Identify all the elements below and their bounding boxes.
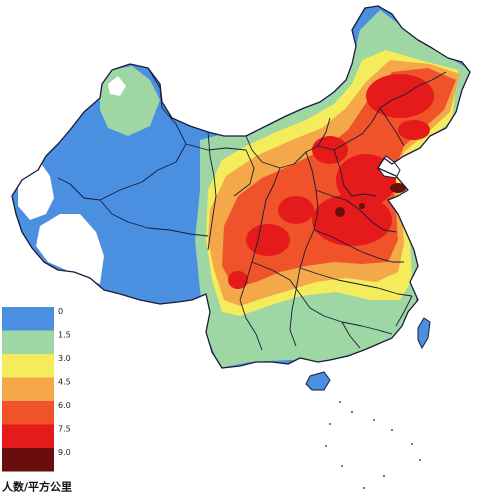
legend-label: 6.0 <box>58 401 71 410</box>
blank-region-southwest <box>36 214 104 284</box>
density-layers <box>18 10 470 368</box>
density-zone-7-5 <box>228 74 434 289</box>
province-borders <box>57 67 447 351</box>
legend-swatch <box>2 424 54 448</box>
legend-title: 人数/平方公里 <box>2 480 72 494</box>
south-sea-islands <box>325 401 421 489</box>
legend-label: 1.5 <box>58 331 71 340</box>
legend-swatch <box>2 448 54 472</box>
density-zone-9-0 <box>335 183 406 217</box>
legend-swatch <box>2 401 54 425</box>
legend-swatch <box>2 330 54 354</box>
legend-swatch <box>2 354 54 378</box>
legend-label: 4.5 <box>58 378 71 387</box>
legend-label: 7.5 <box>58 425 71 434</box>
legend-label: 0 <box>58 307 63 316</box>
legend-label: 9.0 <box>58 448 71 457</box>
legend-swatch <box>2 377 54 401</box>
island-taiwan <box>417 317 431 350</box>
legend-label: 3.0 <box>58 354 71 363</box>
blank-region-north <box>108 76 126 96</box>
bohai-sea <box>377 155 401 179</box>
legend: 0 1.5 3.0 4.5 6.0 7.5 9.0 人数/平方公里 <box>2 307 72 494</box>
legend-swatch <box>2 307 54 331</box>
island-hainan <box>305 371 331 391</box>
